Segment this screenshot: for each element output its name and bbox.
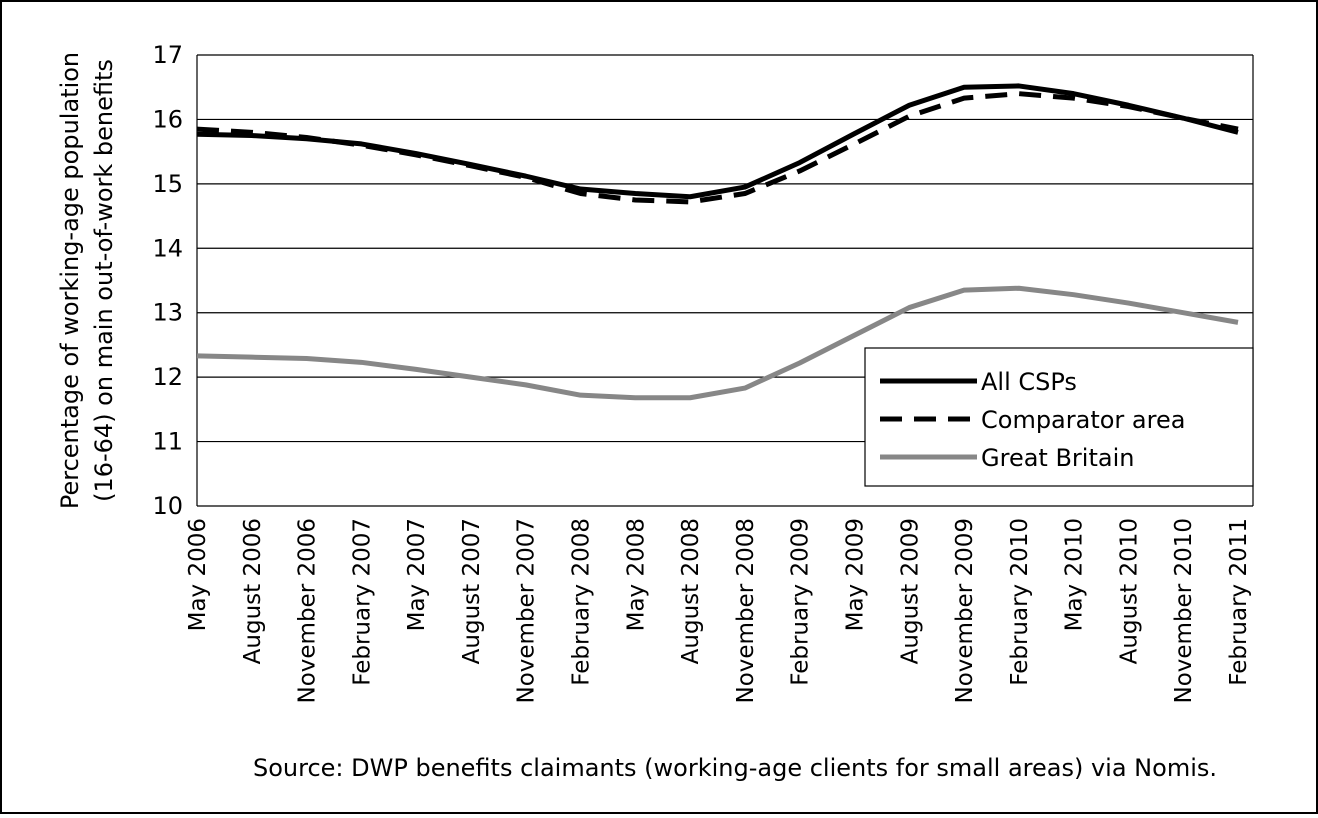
x-tick-label: May 2008 [623, 518, 649, 631]
x-tick-label: May 2007 [404, 518, 430, 631]
y-tick-label: 15 [152, 170, 183, 198]
x-tick-label: August 2008 [678, 518, 704, 664]
y-axis-label: (16-64) on main out-of-work benefits [90, 59, 118, 502]
x-tick-label: May 2010 [1062, 518, 1088, 631]
y-tick-label: 14 [152, 234, 183, 262]
y-tick-label: 17 [152, 41, 183, 69]
x-tick-label: November 2006 [295, 518, 321, 704]
series-line [196, 285, 1239, 401]
x-tick-label: May 2006 [185, 518, 211, 631]
legend-label: All CSPs [981, 368, 1077, 396]
x-tick-label: August 2010 [1116, 518, 1142, 664]
legend-label: Great Britain [981, 444, 1134, 472]
y-tick-label: 10 [152, 492, 183, 520]
x-tick-label: February 2011 [1226, 518, 1252, 686]
x-tick-label: February 2009 [788, 518, 814, 686]
x-tick-label: November 2007 [514, 518, 540, 704]
x-tick-label: November 2009 [952, 518, 978, 704]
x-tick-label: February 2008 [569, 518, 595, 686]
y-tick-label: 11 [152, 428, 183, 456]
y-tick-label: 13 [152, 299, 183, 327]
y-tick-label: 12 [152, 363, 183, 391]
x-tick-label: November 2008 [733, 518, 759, 704]
x-tick-label: February 2007 [349, 518, 375, 686]
x-tick-label: November 2010 [1171, 518, 1197, 704]
source-note: Source: DWP benefits claimants (working-… [253, 754, 1217, 782]
x-tick-label: August 2009 [897, 518, 923, 664]
x-tick-label: February 2010 [1007, 518, 1033, 686]
y-axis-label: Percentage of working-age population [56, 52, 84, 509]
series-line [196, 91, 1239, 205]
x-tick-label: August 2007 [459, 518, 485, 664]
x-tick-label: August 2006 [240, 518, 266, 664]
y-tick-label: 16 [152, 105, 183, 133]
x-tick-label: May 2009 [842, 518, 868, 631]
legend-label: Comparator area [981, 406, 1185, 434]
